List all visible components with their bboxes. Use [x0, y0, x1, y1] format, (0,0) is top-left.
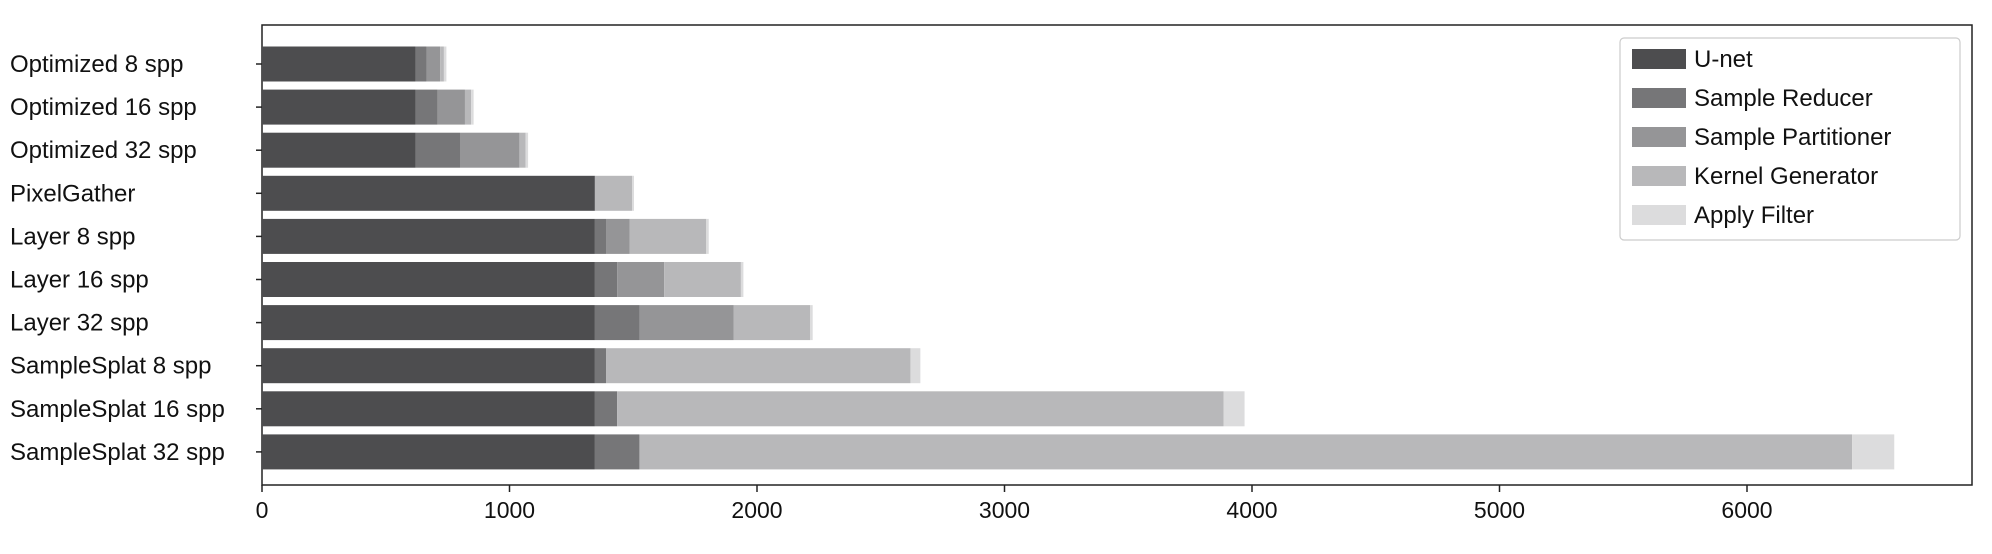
- bar-samplesplat-16-spp-u-net: [262, 391, 595, 427]
- bar-layer-8-spp-u-net: [262, 218, 595, 254]
- bar-layer-8-spp-apply-filter: [706, 218, 709, 254]
- bar-optimized-32-spp-apply-filter: [525, 132, 529, 168]
- bar-samplesplat-16-spp-sample-reducer: [594, 391, 618, 427]
- bar-pixelgather-kernel-generator: [594, 175, 633, 211]
- legend-label-kernel-generator: Kernel Generator: [1694, 163, 1878, 190]
- bar-optimized-32-spp-u-net: [262, 132, 416, 168]
- y-tick-label: Optimized 16 spp: [10, 94, 197, 121]
- bar-optimized-32-spp-sample-reducer: [415, 132, 460, 168]
- bar-layer-16-spp-sample-reducer: [594, 262, 618, 297]
- legend-swatch-sample-partitioner: [1632, 127, 1686, 147]
- y-tick-label: Layer 32 spp: [10, 310, 149, 337]
- bar-layer-32-spp-apply-filter: [810, 305, 813, 341]
- x-tick-label: 1000: [484, 497, 535, 523]
- legend-swatch-u-net: [1632, 49, 1686, 69]
- bar-layer-8-spp-sample-partitioner: [606, 218, 630, 254]
- bar-layer-16-spp-apply-filter: [740, 262, 744, 297]
- bar-optimized-8-spp-u-net: [262, 46, 416, 82]
- x-tick-label: 5000: [1474, 497, 1525, 523]
- legend-swatch-apply-filter: [1632, 205, 1686, 225]
- bar-optimized-32-spp-sample-partitioner: [460, 132, 520, 168]
- y-tick-label: Optimized 8 spp: [10, 51, 183, 78]
- bar-samplesplat-32-spp-sample-reducer: [594, 434, 640, 470]
- bar-samplesplat-32-spp-kernel-generator: [639, 434, 1853, 470]
- bar-layer-16-spp-kernel-generator: [664, 262, 741, 297]
- bar-layer-32-spp-sample-reducer: [594, 305, 640, 341]
- bar-layer-32-spp-u-net: [262, 305, 595, 341]
- bar-optimized-32-spp-kernel-generator: [519, 132, 526, 168]
- bar-optimized-16-spp-u-net: [262, 89, 416, 125]
- bar-layer-32-spp-sample-partitioner: [639, 305, 734, 341]
- bar-optimized-8-spp-sample-reducer: [415, 46, 427, 82]
- y-tick-label: SampleSplat 16 spp: [10, 396, 225, 423]
- x-tick-label: 4000: [1226, 497, 1277, 523]
- x-axis: 0 1000 2000 3000 4000 5000 6000: [256, 485, 1773, 523]
- y-tick-label: Layer 8 spp: [10, 223, 135, 250]
- bar-pixelgather-apply-filter: [632, 175, 634, 211]
- x-tick-label: 2000: [731, 497, 782, 523]
- y-tick-label: Optimized 32 spp: [10, 137, 197, 164]
- bar-layer-16-spp-sample-partitioner: [617, 262, 665, 297]
- bar-optimized-8-spp-sample-partitioner: [426, 46, 441, 82]
- bar-pixelgather-u-net: [262, 175, 595, 211]
- bar-optimized-16-spp-apply-filter: [471, 89, 474, 125]
- bar-layer-8-spp-sample-reducer: [594, 218, 607, 254]
- y-tick-label: SampleSplat 8 spp: [10, 353, 211, 380]
- x-tick-label: 3000: [979, 497, 1030, 523]
- legend-box: [1619, 37, 1961, 241]
- bar-optimized-8-spp-kernel-generator: [440, 46, 444, 82]
- bar-layer-8-spp-kernel-generator: [629, 218, 707, 254]
- bar-samplesplat-32-spp-u-net: [262, 434, 595, 470]
- y-axis: Optimized 8 spp Optimized 16 spp Optimized…: [10, 51, 262, 466]
- bar-samplesplat-8-spp-kernel-generator: [606, 348, 911, 384]
- bar-samplesplat-8-spp-u-net: [262, 348, 595, 384]
- bar-layer-32-spp-kernel-generator: [733, 305, 811, 341]
- bar-optimized-16-spp-kernel-generator: [464, 89, 472, 125]
- bar-samplesplat-8-spp-sample-reducer: [594, 348, 607, 384]
- legend-swatch-kernel-generator: [1632, 166, 1686, 186]
- bar-optimized-16-spp-sample-reducer: [415, 89, 438, 125]
- legend-swatch-sample-reducer: [1632, 88, 1686, 108]
- bar-samplesplat-8-spp-apply-filter: [910, 348, 921, 384]
- legend: U-net Sample Reducer Sample Partitioner Ker…: [1619, 37, 1961, 241]
- bar-samplesplat-16-spp-kernel-generator: [617, 391, 1224, 427]
- x-tick-label: 0: [256, 497, 269, 523]
- legend-label-sample-reducer: Sample Reducer: [1694, 85, 1873, 112]
- x-tick-label: 6000: [1721, 497, 1772, 523]
- bar-optimized-8-spp-apply-filter: [443, 46, 447, 82]
- y-tick-label: Layer 16 spp: [10, 267, 149, 294]
- legend-label-apply-filter: Apply Filter: [1694, 202, 1814, 229]
- bar-samplesplat-32-spp-apply-filter: [1852, 434, 1895, 470]
- plot-frame: [261, 24, 1973, 486]
- y-tick-label: PixelGather: [10, 180, 135, 207]
- legend-label-sample-partitioner: Sample Partitioner: [1694, 124, 1891, 151]
- legend-label-u-net: U-net: [1694, 46, 1753, 73]
- bar-samplesplat-16-spp-apply-filter: [1223, 391, 1245, 427]
- bars-group: [262, 46, 1895, 470]
- bar-optimized-16-spp-sample-partitioner: [437, 89, 465, 125]
- bar-layer-16-spp-u-net: [262, 262, 595, 297]
- y-tick-label: SampleSplat 32 spp: [10, 439, 225, 466]
